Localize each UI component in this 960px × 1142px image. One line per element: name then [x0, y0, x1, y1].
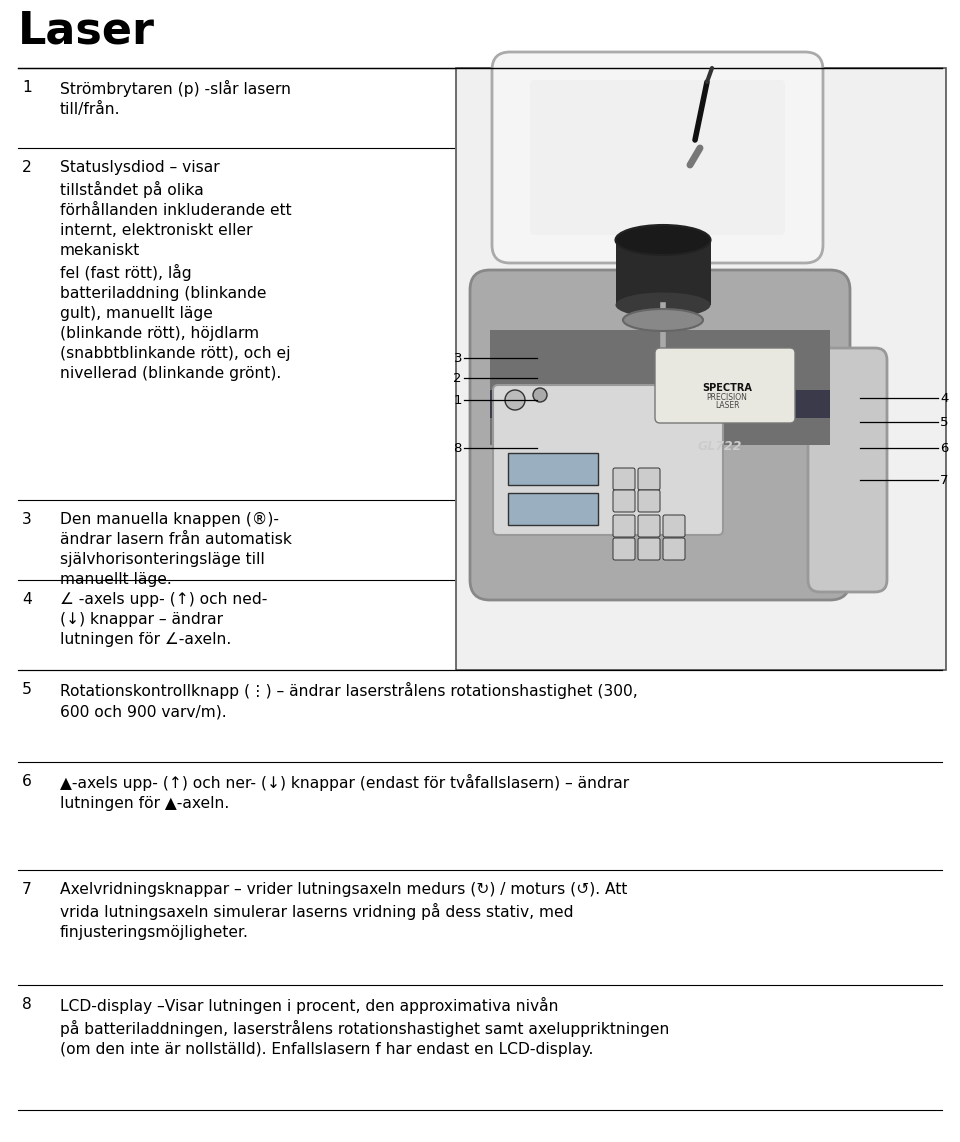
Bar	[490, 391, 830, 418]
Text: 6: 6	[22, 774, 32, 789]
FancyBboxPatch shape	[663, 538, 685, 560]
Text: 1: 1	[453, 394, 462, 407]
Text: 6: 6	[940, 442, 948, 455]
Ellipse shape	[623, 309, 703, 331]
Text: 8: 8	[22, 997, 32, 1012]
Text: 4: 4	[940, 392, 948, 404]
Text: 5: 5	[940, 416, 948, 428]
Text: PRECISION: PRECISION	[707, 393, 748, 402]
Bar	[508, 453, 598, 485]
Text: 3: 3	[453, 352, 462, 364]
FancyBboxPatch shape	[808, 348, 887, 592]
Text: Statuslysdiod – visar
tillståndet på olika
förhållanden inkluderande ett
internt: Statuslysdiod – visar tillståndet på oli…	[60, 160, 292, 381]
Text: LCD-display –Visar lutningen i procent, den approximativa nivån
på batteriladdni: LCD-display –Visar lutningen i procent, …	[60, 997, 669, 1057]
Text: LASER: LASER	[715, 401, 739, 410]
Text: 7: 7	[22, 882, 32, 896]
FancyBboxPatch shape	[638, 538, 660, 560]
Text: ∠ -axels upp- (↑) och ned-
(↓) knappar – ändrar
lutningen för ∠-axeln.: ∠ -axels upp- (↑) och ned- (↓) knappar –…	[60, 592, 268, 648]
Text: 2: 2	[22, 160, 32, 175]
Text: Strömbrytaren (p) -slår lasern
till/från.: Strömbrytaren (p) -slår lasern till/från…	[60, 80, 291, 118]
FancyBboxPatch shape	[470, 270, 850, 600]
Text: ▲-axels upp- (↑) och ner- (↓) knappar (endast för tvåfallslasern) – ändrar
lutni: ▲-axels upp- (↑) och ner- (↓) knappar (e…	[60, 774, 629, 811]
FancyBboxPatch shape	[492, 53, 823, 263]
FancyBboxPatch shape	[613, 515, 635, 537]
Text: SPECTRA: SPECTRA	[702, 383, 752, 393]
Text: Laser: Laser	[18, 10, 155, 53]
Bar	[508, 493, 598, 525]
Text: 4: 4	[22, 592, 32, 608]
Text: 8: 8	[454, 442, 462, 455]
Text: 5: 5	[22, 682, 32, 697]
Ellipse shape	[615, 225, 710, 255]
Text: 2: 2	[453, 371, 462, 385]
Text: Axelvridningsknappar – vrider lutningsaxeln medurs (↻) / moturs (↺). Att
vrida l: Axelvridningsknappar – vrider lutningsax…	[60, 882, 628, 940]
FancyBboxPatch shape	[613, 468, 635, 490]
Text: 1: 1	[22, 80, 32, 95]
FancyBboxPatch shape	[638, 468, 660, 490]
Bar	[616, 240, 711, 305]
Text: 3: 3	[22, 512, 32, 526]
FancyBboxPatch shape	[638, 515, 660, 537]
FancyBboxPatch shape	[613, 538, 635, 560]
FancyBboxPatch shape	[663, 515, 685, 537]
Bar	[490, 330, 830, 445]
Text: Den manuella knappen (®)-
ändrar lasern från automatisk
självhorisonteringsläge : Den manuella knappen (®)- ändrar lasern …	[60, 512, 292, 587]
Ellipse shape	[615, 292, 710, 317]
Bar	[456, 69, 946, 670]
FancyBboxPatch shape	[655, 348, 795, 423]
FancyBboxPatch shape	[613, 490, 635, 512]
Text: GL722: GL722	[698, 440, 742, 453]
FancyBboxPatch shape	[638, 490, 660, 512]
FancyBboxPatch shape	[530, 80, 785, 235]
Circle shape	[505, 391, 525, 410]
Text: Rotationskontrollknapp (⋮) – ändrar laserstrålens rotationshastighet (300,
600 o: Rotationskontrollknapp (⋮) – ändrar lase…	[60, 682, 637, 719]
Text: 7: 7	[940, 474, 948, 486]
FancyBboxPatch shape	[493, 385, 723, 534]
Circle shape	[533, 388, 547, 402]
